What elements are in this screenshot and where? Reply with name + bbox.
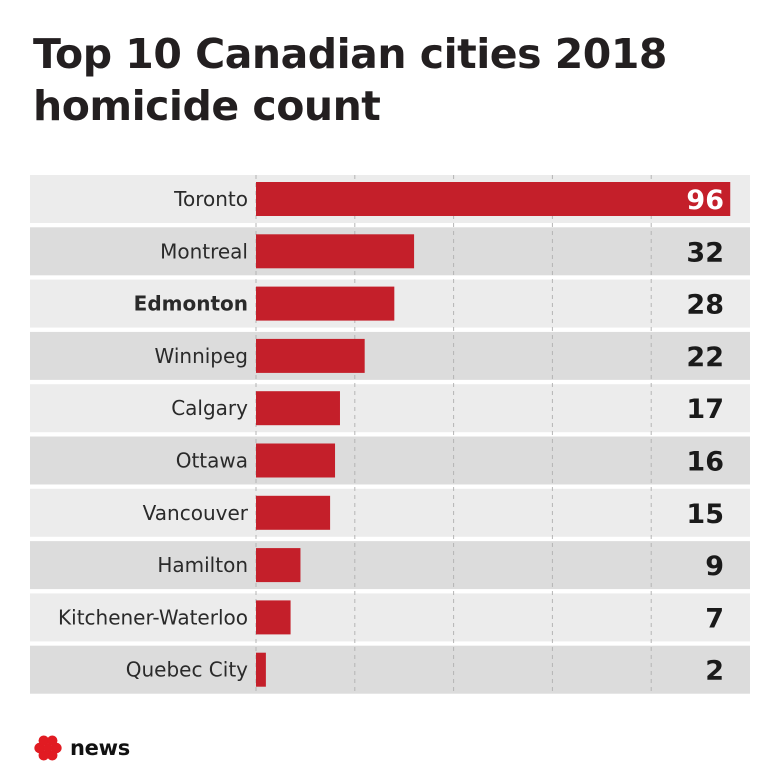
bar-calgary — [256, 391, 340, 426]
bar-vancouver — [256, 495, 331, 530]
row-background-vancouver — [30, 488, 750, 537]
bar-toronto — [256, 182, 731, 216]
bar-kitchener-waterloo — [256, 600, 291, 635]
gem-petal-1 — [47, 750, 58, 761]
category-label-toronto: Toronto — [173, 187, 248, 211]
category-label-kitchener-waterloo: Kitchener-Waterloo — [58, 605, 248, 629]
category-label-hamilton: Hamilton — [157, 553, 248, 577]
bar-chart: Toronto 96 Montreal 32 Edmonton 28 Winnipeg 22 C… — [30, 175, 750, 694]
row-background-hamilton — [30, 541, 750, 590]
category-label-quebec-city: Quebec City — [126, 658, 248, 682]
logo-text: news — [70, 736, 130, 760]
chart-title-line-1: Top 10 Canadian cities 2018 — [33, 30, 667, 78]
cbc-gem-icon — [34, 735, 62, 761]
value-label-winnipeg: 22 — [686, 342, 724, 373]
cbc-news-logo: news — [31, 733, 130, 763]
gem-petal-4 — [38, 735, 49, 746]
bar-montreal — [256, 234, 415, 269]
value-label-edmonton: 28 — [686, 290, 724, 321]
row-background-winnipeg — [30, 331, 750, 380]
bar-hamilton — [256, 548, 301, 583]
bar-edmonton — [256, 286, 395, 321]
value-label-kitchener-waterloo: 7 — [705, 603, 724, 634]
category-label-ottawa: Ottawa — [176, 449, 248, 473]
bar-quebec-city — [256, 652, 266, 687]
category-label-montreal: Montreal — [160, 239, 248, 263]
value-label-toronto: 96 — [686, 185, 724, 216]
value-label-hamilton: 9 — [705, 551, 724, 582]
value-label-calgary: 17 — [686, 394, 724, 425]
row-background-quebec-city — [30, 645, 750, 694]
value-label-quebec-city: 2 — [705, 656, 724, 687]
category-label-winnipeg: Winnipeg — [155, 344, 249, 368]
chart-title-line-2: homicide count — [33, 82, 381, 130]
gem-core — [43, 743, 53, 753]
value-label-vancouver: 15 — [686, 499, 724, 530]
value-label-ottawa: 16 — [686, 447, 724, 478]
row-background-calgary — [30, 384, 750, 433]
category-label-calgary: Calgary — [171, 396, 248, 420]
value-label-montreal: 32 — [686, 237, 724, 268]
bar-ottawa — [256, 443, 336, 478]
chart-title: Top 10 Canadian cities 2018 homicide cou… — [33, 28, 753, 132]
row-background-kitchener-waterloo — [30, 593, 750, 642]
category-label-vancouver: Vancouver — [143, 501, 249, 525]
gem-petal-5 — [47, 735, 58, 746]
category-label-edmonton: Edmonton — [134, 292, 248, 316]
bar-winnipeg — [256, 338, 365, 373]
row-background-ottawa — [30, 436, 750, 485]
